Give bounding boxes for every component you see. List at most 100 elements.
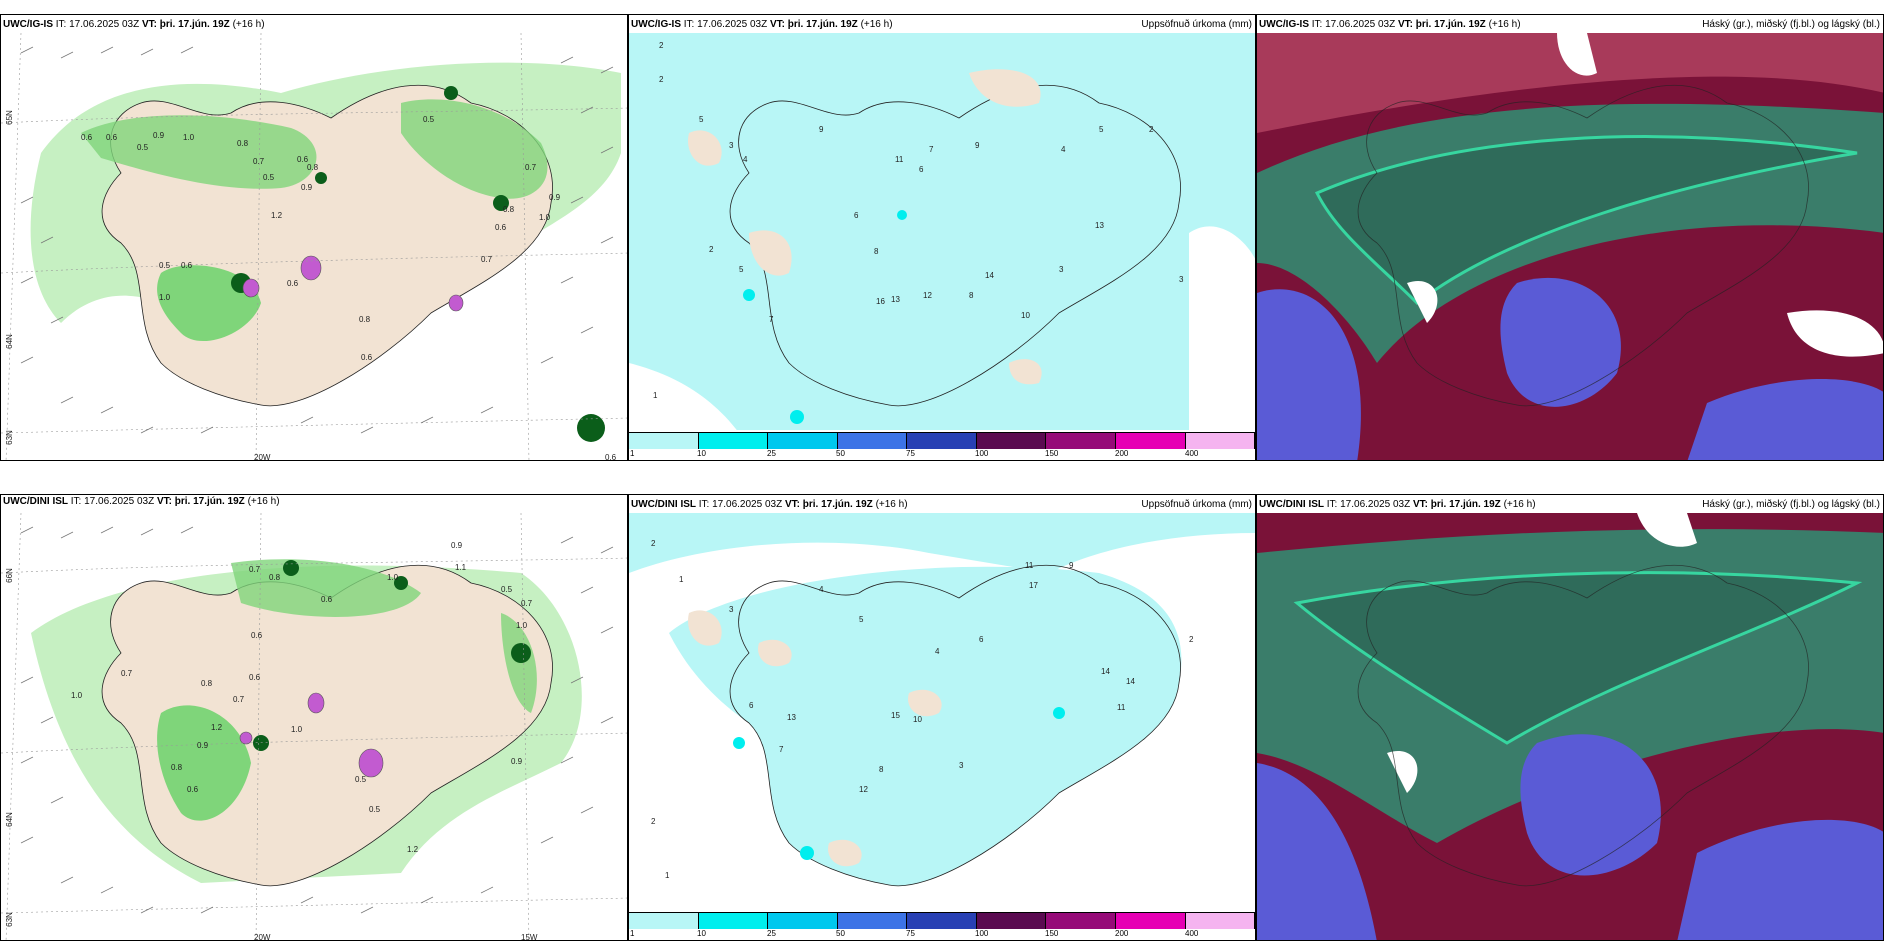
- cloud-map: [1257, 33, 1883, 460]
- value-label: 6: [919, 165, 924, 174]
- colorbar-tick: 50: [836, 449, 845, 458]
- lat-label: 64N: [4, 812, 14, 827]
- value-label: 4: [1061, 145, 1066, 154]
- wind-precip-map: [1, 513, 627, 940]
- value-label: 2: [659, 41, 664, 50]
- value-label: 0.5: [355, 775, 367, 784]
- accum-precip-map: [629, 513, 1255, 913]
- lat-label: 63N: [4, 912, 14, 927]
- value-label: 5: [1099, 125, 1104, 134]
- value-label: 1.0: [183, 133, 195, 142]
- value-label: 0.6: [287, 279, 299, 288]
- panel-title: Uppsöfnuð úrkoma (mm): [1141, 19, 1252, 30]
- lon-label: 20W: [254, 453, 271, 461]
- value-label: 13: [787, 713, 796, 722]
- colorbar-swatch: [698, 433, 769, 449]
- value-label: 13: [891, 295, 900, 304]
- value-label: 16: [876, 297, 885, 306]
- value-label: 2: [1149, 125, 1154, 134]
- value-label: 0.9: [153, 131, 165, 140]
- value-label: 7: [769, 315, 774, 324]
- value-label: 0.6: [251, 631, 263, 640]
- panel-precip-wind-igis: UWC/IG-IS IT: 17.06.2025 03Z VT: þri. 17…: [0, 14, 628, 461]
- value-label: 0.6: [605, 453, 617, 461]
- value-label: 15: [891, 711, 900, 720]
- value-label: 13: [1095, 221, 1104, 230]
- colorbar-swatch: [1046, 433, 1116, 449]
- colorbar-tick: 100: [975, 449, 989, 458]
- panel-header: UWC/DINI ISL IT: 17.06.2025 03Z VT: þri.…: [1259, 499, 1536, 510]
- value-label: 1.2: [211, 723, 223, 732]
- value-label: 6: [854, 211, 859, 220]
- colorbar-tick: 150: [1045, 929, 1059, 938]
- iceland-outline: [729, 564, 1181, 887]
- lon-label: 20W: [254, 933, 271, 941]
- value-label: 6: [749, 701, 754, 710]
- value-label: 8: [879, 765, 884, 774]
- value-label: 4: [743, 155, 748, 164]
- value-label: 0.9: [511, 757, 523, 766]
- value-label: 7: [779, 745, 784, 754]
- colorbar: 1 10 25 50 75 100 150 200 400: [629, 910, 1255, 940]
- value-label: 2: [659, 75, 664, 84]
- value-label: 1: [665, 871, 670, 880]
- panel-header: UWC/IG-IS IT: 17.06.2025 03Z VT: þri. 17…: [3, 19, 265, 30]
- value-label: 0.5: [137, 143, 149, 152]
- value-label: 5: [859, 615, 864, 624]
- value-label: 1.0: [291, 725, 303, 734]
- value-label: 8: [874, 247, 879, 256]
- value-label: 0.7: [525, 163, 537, 172]
- colorbar-swatch: [629, 433, 699, 449]
- panel-precip-wind-dini: UWC/DINI ISL IT: 17.06.2025 03Z VT: þri.…: [0, 494, 628, 941]
- value-label: 0.5: [369, 805, 381, 814]
- panel-accum-precip-dini: UWC/DINI ISL IT: 17.06.2025 03Z VT: þri.…: [628, 494, 1256, 941]
- value-label: 1.0: [516, 621, 528, 630]
- value-label: 2: [651, 539, 656, 548]
- colorbar-tick: 10: [697, 449, 706, 458]
- value-label: 5: [739, 265, 744, 274]
- value-label: 4: [819, 585, 824, 594]
- value-label: 3: [729, 141, 734, 150]
- colorbar-swatch: [1185, 433, 1255, 449]
- value-label: 0.7: [233, 695, 245, 704]
- value-label: 0.8: [359, 315, 371, 324]
- value-label: 1: [679, 575, 684, 584]
- value-label: 0.9: [451, 541, 463, 550]
- value-label: 0.6: [249, 673, 261, 682]
- value-label: 0.9: [301, 183, 313, 192]
- panel-header: UWC/DINI ISL IT: 17.06.2025 03Z VT: þri.…: [3, 496, 280, 507]
- colorbar-tick: 25: [767, 929, 776, 938]
- value-label: 0.6: [106, 133, 118, 142]
- colorbar-tick: 50: [836, 929, 845, 938]
- value-label: 12: [859, 785, 868, 794]
- panel-title: Uppsöfnuð úrkoma (mm): [1141, 499, 1252, 510]
- colorbar-swatch: [768, 913, 838, 929]
- colorbar-swatch: [1115, 913, 1186, 929]
- value-label: 0.6: [297, 155, 309, 164]
- panel-title: Háský (gr.), miðský (fj.bl.) og lágský (…: [1702, 499, 1880, 510]
- value-label: 3: [1059, 265, 1064, 274]
- colorbar-swatch: [907, 433, 977, 449]
- value-label: 0.6: [495, 223, 507, 232]
- colorbar-tick: 25: [767, 449, 776, 458]
- colorbar: 1 10 25 50 75 100 150 200 400: [629, 430, 1255, 460]
- colorbar-swatch: [837, 433, 908, 449]
- value-label: 10: [913, 715, 922, 724]
- colorbar-tick: 200: [1115, 449, 1129, 458]
- value-label: 0.5: [423, 115, 435, 124]
- colorbar-swatch: [976, 433, 1047, 449]
- value-label: 5: [699, 115, 704, 124]
- panel-header: UWC/IG-IS IT: 17.06.2025 03Z VT: þri. 17…: [631, 19, 893, 30]
- lon-label: 15W: [521, 933, 538, 941]
- value-label: 7: [929, 145, 934, 154]
- value-label: 3: [729, 605, 734, 614]
- panel-cloud-cover-igis: UWC/IG-IS IT: 17.06.2025 03Z VT: þri. 17…: [1256, 14, 1884, 461]
- value-label: 1.1: [455, 563, 467, 572]
- value-label: 1.0: [539, 213, 551, 222]
- lat-label: 63N: [4, 430, 14, 445]
- value-label: 2: [1189, 635, 1194, 644]
- value-label: 4: [935, 647, 940, 656]
- value-label: 0.5: [501, 585, 513, 594]
- colorbar-swatch: [1046, 913, 1116, 929]
- value-label: 3: [959, 761, 964, 770]
